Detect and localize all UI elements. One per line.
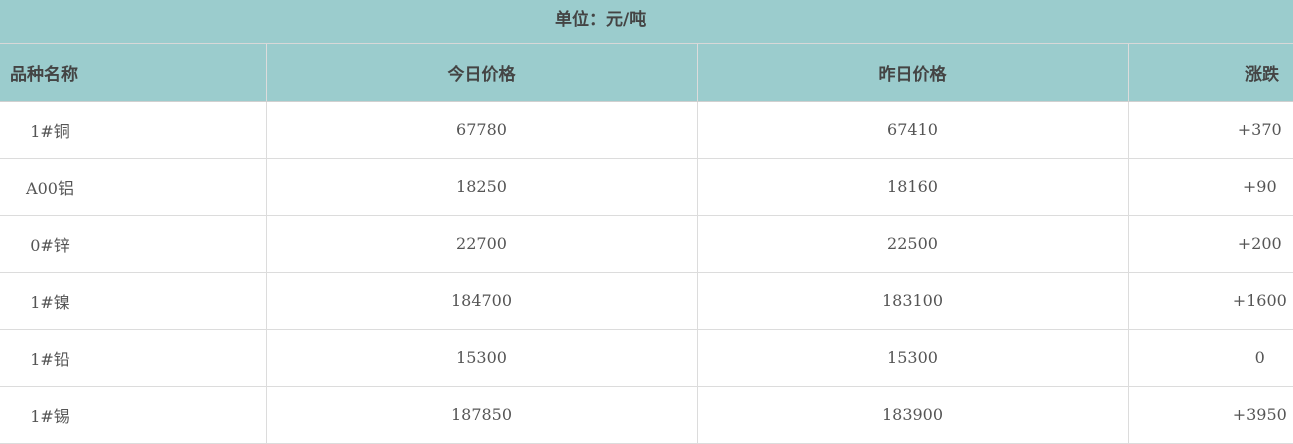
name-text: 1#铜 — [30, 121, 70, 141]
cell-today-price: 184700 — [266, 272, 698, 330]
cell-change: 0 — [1128, 329, 1293, 387]
cell-yesterday-price: 183100 — [697, 272, 1129, 330]
cell-today-price: 187850 — [266, 386, 698, 444]
table-row: A00铝 18250 18160 +90 — [0, 158, 1293, 216]
header-change: 涨跌 — [1128, 44, 1293, 102]
cell-yesterday-price: 183900 — [697, 386, 1129, 444]
cell-yesterday-price: 18160 — [697, 158, 1129, 216]
name-text: 0#锌 — [30, 235, 70, 255]
table-row: 1#铜 67780 67410 +370 — [0, 101, 1293, 159]
table-row: 1#锡 187850 183900 +3950 — [0, 386, 1293, 444]
cell-today-price: 15300 — [266, 329, 698, 387]
cell-name: 1#铜 — [0, 101, 267, 159]
cell-name: 1#铅 — [0, 329, 267, 387]
cell-yesterday-price: 15300 — [697, 329, 1129, 387]
cell-name: 1#镍 — [0, 272, 267, 330]
cell-today-price: 67780 — [266, 101, 698, 159]
change-text: +3950 — [1232, 405, 1287, 424]
cell-today-price: 18250 — [266, 158, 698, 216]
header-today-price: 今日价格 — [266, 44, 698, 102]
cell-change: +3950 — [1128, 386, 1293, 444]
change-text: +200 — [1237, 234, 1282, 253]
cell-change: +200 — [1128, 215, 1293, 273]
cell-change: +1600 — [1128, 272, 1293, 330]
name-text: 1#锡 — [30, 406, 70, 426]
change-text: 0 — [1254, 348, 1265, 367]
name-text: A00铝 — [26, 178, 74, 198]
cell-today-price: 22700 — [266, 215, 698, 273]
change-text: +370 — [1237, 120, 1282, 139]
table-row: 1#铅 15300 15300 0 — [0, 329, 1293, 387]
cell-yesterday-price: 22500 — [697, 215, 1129, 273]
cell-yesterday-price: 67410 — [697, 101, 1129, 159]
change-text: +90 — [1242, 177, 1277, 196]
unit-label: 单位：元/吨 — [555, 10, 647, 30]
cell-name: 1#锡 — [0, 386, 267, 444]
header-name: 品种名称 — [0, 44, 267, 102]
cell-name: A00铝 — [0, 158, 267, 216]
table-header-row: 品种名称 今日价格 昨日价格 涨跌 — [0, 44, 1293, 102]
name-text: 1#镍 — [30, 292, 70, 312]
name-text: 1#铅 — [30, 349, 70, 369]
change-text: +1600 — [1232, 291, 1287, 310]
cell-name: 0#锌 — [0, 215, 267, 273]
cell-change: +370 — [1128, 101, 1293, 159]
unit-banner: 单位：元/吨 — [0, 0, 1293, 44]
price-table: 品种名称 今日价格 昨日价格 涨跌 1#铜 67780 67410 +370 A00铝 1… — [0, 44, 1293, 444]
header-yesterday-price: 昨日价格 — [697, 44, 1129, 102]
cell-change: +90 — [1128, 158, 1293, 216]
table-row: 0#锌 22700 22500 +200 — [0, 215, 1293, 273]
table-row: 1#镍 184700 183100 +1600 — [0, 272, 1293, 330]
